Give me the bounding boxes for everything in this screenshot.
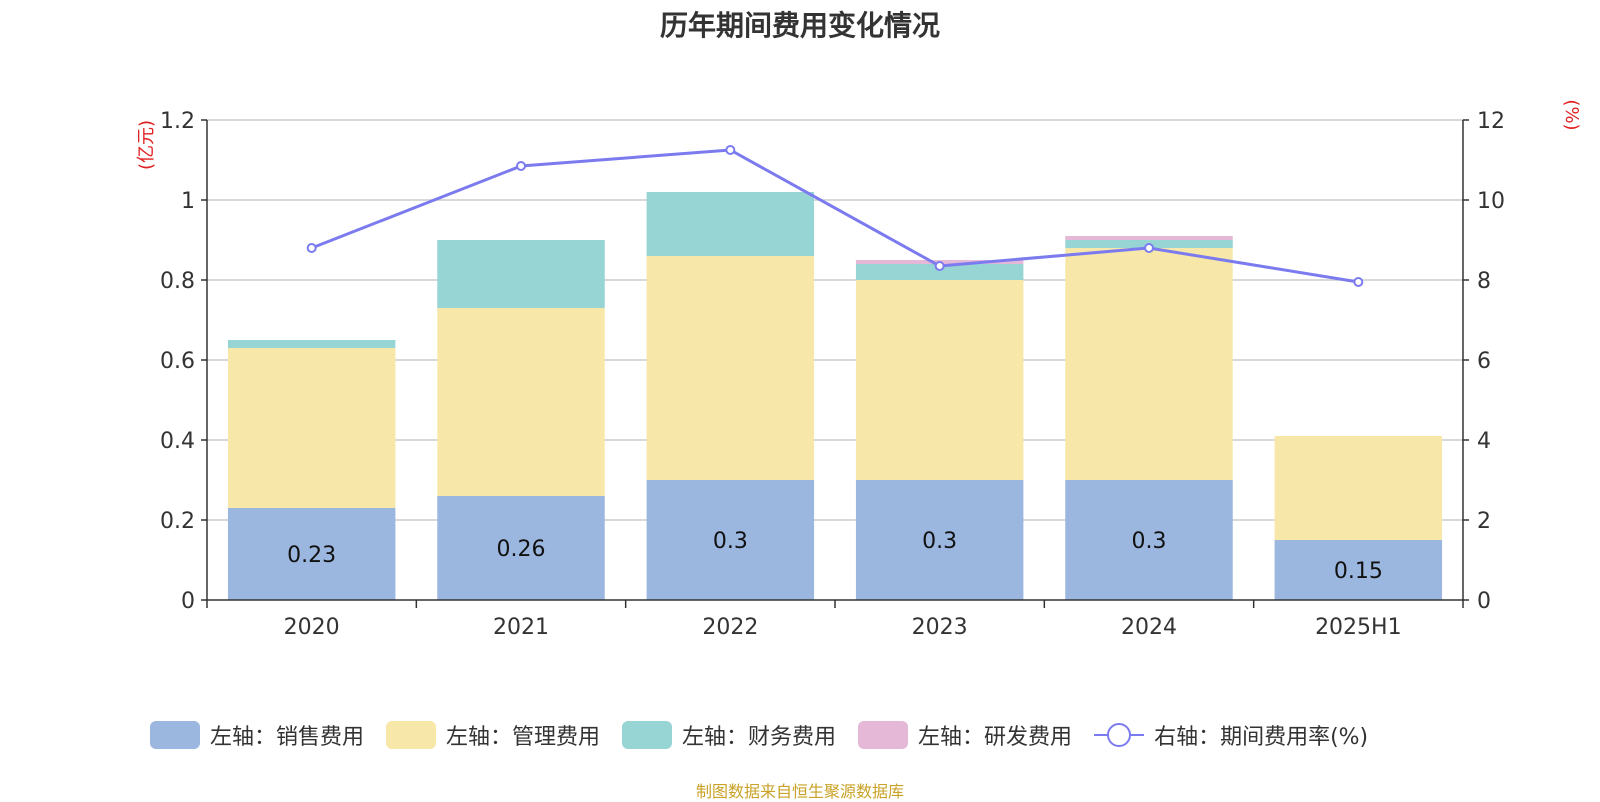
legend-swatch xyxy=(150,721,200,749)
bar-data-label: 0.3 xyxy=(1132,529,1167,554)
x-tick-label: 2021 xyxy=(493,615,549,640)
rate-point xyxy=(306,243,317,253)
rate-point xyxy=(934,261,945,271)
bar-data-label: 0.3 xyxy=(922,529,957,554)
legend-label: 左轴：研发费用 xyxy=(918,725,1073,750)
y-left-tick-label: 0.6 xyxy=(160,349,195,374)
y-right-tick-label: 2 xyxy=(1477,509,1491,534)
x-tick-label: 2022 xyxy=(702,615,758,640)
bar-data-label: 0.23 xyxy=(287,543,336,568)
bar-data-label: 0.26 xyxy=(497,537,546,562)
rate-point xyxy=(1353,277,1364,287)
bar-data-label: 0.3 xyxy=(713,529,748,554)
bar-segment-3 xyxy=(227,340,396,348)
bar-segment-4 xyxy=(1065,236,1233,240)
y-right-tick-label: 8 xyxy=(1477,269,1491,294)
y-left-tick-label: 1 xyxy=(181,189,195,214)
bar-segment-1 xyxy=(437,496,605,600)
bar-data-label: 0.15 xyxy=(1334,559,1383,584)
y-right-unit-label: (%) xyxy=(1561,99,1582,130)
legend-label: 右轴：期间费用率(%) xyxy=(1154,725,1369,750)
rate-point xyxy=(1144,243,1154,253)
rate-point xyxy=(516,161,526,171)
bar-segment-1 xyxy=(227,508,396,600)
bar-segment-2 xyxy=(227,348,396,508)
y-right-tick-label: 10 xyxy=(1477,189,1505,214)
rate-point xyxy=(725,145,736,155)
bar-segment-1 xyxy=(1065,480,1233,600)
x-tick-label: 2023 xyxy=(912,615,968,640)
y-left-tick-label: 0 xyxy=(181,589,195,614)
bar-segment-2 xyxy=(646,256,815,480)
bar-segment-3 xyxy=(437,240,605,308)
y-left-unit-label: (亿元) xyxy=(136,120,157,170)
bar-segment-2 xyxy=(1274,436,1443,540)
bar-segment-1 xyxy=(1274,540,1443,600)
y-right-tick-label: 0 xyxy=(1477,589,1491,614)
legend-item-4[interactable]: 左轴：研发费用 xyxy=(858,719,1072,751)
legend-label: 左轴：销售费用 xyxy=(210,725,365,750)
legend-item-5[interactable]: 右轴：期间费用率(%) xyxy=(1094,719,1368,751)
legend-label: 左轴：财务费用 xyxy=(682,725,837,750)
chart-title: 历年期间费用变化情况 xyxy=(659,9,940,42)
y-right-tick-label: 12 xyxy=(1477,109,1505,134)
bar-segment-3 xyxy=(855,264,1024,280)
legend-label: 左轴：管理费用 xyxy=(446,725,601,750)
source-note: 制图数据来自恒生聚源数据库 xyxy=(695,782,904,801)
legend-item-1[interactable]: 左轴：销售费用 xyxy=(150,719,364,751)
legend-swatch xyxy=(622,721,673,749)
legend: 左轴：销售费用 左轴：管理费用 左轴：财务费用 左轴：研发费用 右轴：期间费用率(%) xyxy=(150,720,1390,750)
y-left-tick-label: 0.4 xyxy=(160,429,195,454)
bar-segment-2 xyxy=(437,308,605,496)
legend-swatch xyxy=(386,721,437,749)
bar-segment-3 xyxy=(646,192,815,256)
rate-line xyxy=(311,148,1359,284)
legend-swatch xyxy=(858,721,909,749)
y-left-tick-label: 0.8 xyxy=(160,269,195,294)
legend-item-3[interactable]: 左轴：财务费用 xyxy=(622,719,836,751)
x-tick-label: 2025H1 xyxy=(1315,615,1402,640)
x-tick-label: 2020 xyxy=(284,615,340,640)
legend-line-swatch xyxy=(1094,721,1145,749)
x-tick-label: 2024 xyxy=(1121,615,1177,640)
bar-segment-1 xyxy=(855,480,1024,600)
legend-item-2[interactable]: 左轴：管理费用 xyxy=(386,719,600,751)
bar-segment-2 xyxy=(1065,248,1233,480)
y-left-tick-label: 1.2 xyxy=(160,109,195,134)
y-right-tick-label: 6 xyxy=(1477,349,1491,374)
y-left-tick-label: 0.2 xyxy=(160,509,195,534)
bar-segment-1 xyxy=(646,480,815,600)
bar-segment-2 xyxy=(855,280,1024,480)
y-right-tick-label: 4 xyxy=(1477,429,1491,454)
